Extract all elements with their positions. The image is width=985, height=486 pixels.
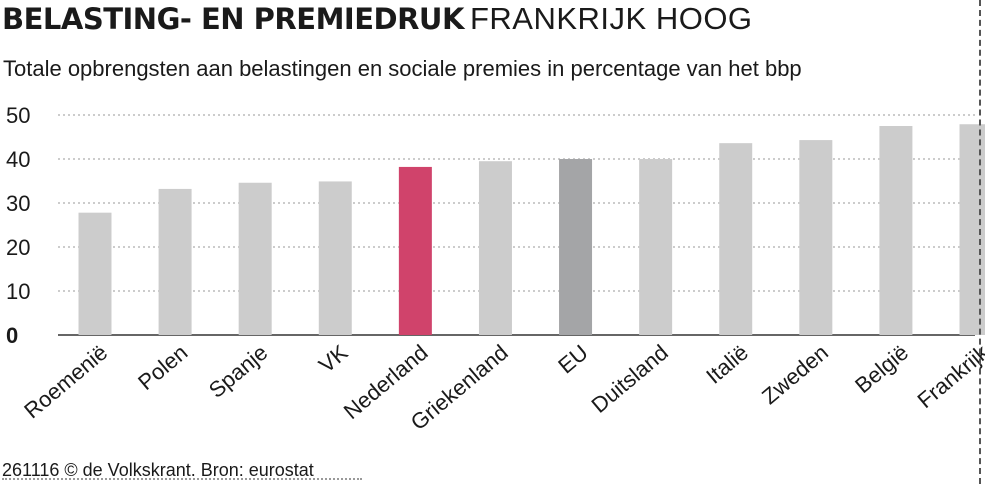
x-tick-label: Spanje xyxy=(204,340,273,403)
x-tick-label: Roemenië xyxy=(19,340,112,424)
page-edge-line xyxy=(979,0,981,484)
source-credit: 261116 © de Volkskrant. Bron: eurostat xyxy=(2,460,314,480)
footer-dotted-line xyxy=(2,478,362,486)
x-tick-label: Frankrijk xyxy=(913,339,985,413)
bar xyxy=(879,126,912,335)
y-tick-label: 0 xyxy=(6,323,18,348)
bar xyxy=(960,124,985,335)
bar xyxy=(239,183,272,335)
x-tick-label: Duitsland xyxy=(587,340,673,418)
bar xyxy=(639,159,672,335)
bar xyxy=(159,189,192,335)
x-tick-label: Polen xyxy=(133,340,192,395)
bar xyxy=(479,161,512,335)
x-tick-label: Italië xyxy=(701,340,753,389)
bar xyxy=(719,143,752,335)
x-tick-label: Zweden xyxy=(757,340,833,409)
y-tick-label: 50 xyxy=(6,103,30,128)
bar xyxy=(559,159,592,335)
bar xyxy=(79,213,112,335)
y-tick-label: 30 xyxy=(6,191,30,216)
x-tick-label: België xyxy=(850,340,913,398)
bar xyxy=(399,167,432,335)
x-tick-label: EU xyxy=(553,340,592,379)
y-tick-label: 20 xyxy=(6,235,30,260)
y-tick-label: 10 xyxy=(6,279,30,304)
bar xyxy=(799,140,832,335)
bar xyxy=(319,181,352,335)
y-tick-label: 40 xyxy=(6,147,30,172)
x-tick-label: VK xyxy=(314,339,353,377)
